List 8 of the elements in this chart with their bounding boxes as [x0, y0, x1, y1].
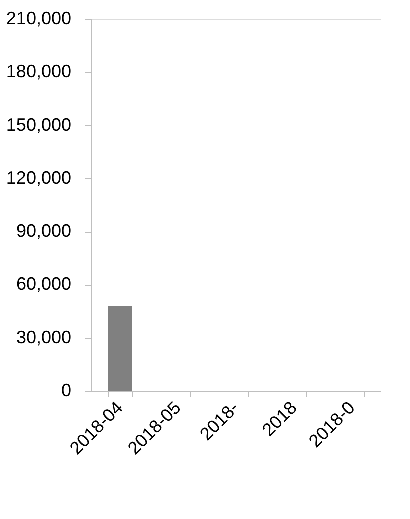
y-tick-label: 30,000 [16, 327, 72, 348]
y-tick-label: 0 [61, 380, 72, 400]
y-tick-label: 180,000 [6, 62, 72, 82]
y-tick-label: 60,000 [16, 274, 72, 294]
y-tick-label: 150,000 [6, 114, 72, 135]
y-tick-label: 90,000 [16, 221, 72, 242]
y-tick-label: 210,000 [6, 8, 72, 28]
y-tick-label: 120,000 [6, 168, 72, 188]
